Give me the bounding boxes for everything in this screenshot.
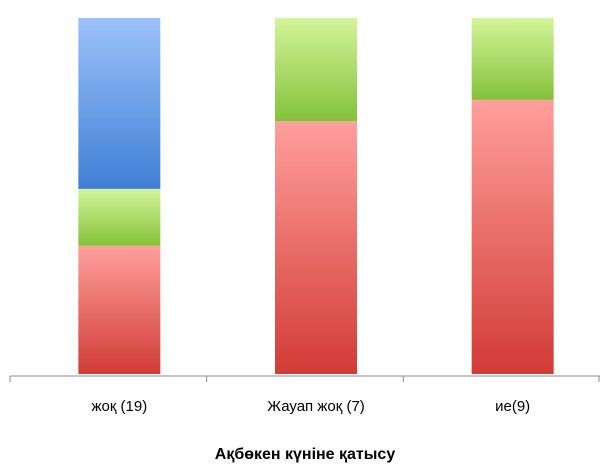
x-tick-label-3: ие(9): [495, 398, 530, 415]
x-axis: [9, 375, 600, 382]
bar-segment-3-2: [471, 18, 554, 100]
bar-segment-1-2: [78, 188, 161, 246]
bar-segment-3-1: [471, 99, 554, 374]
bar-segment-2-2: [275, 18, 357, 122]
x-tick-label-1: жоқ (19): [91, 398, 147, 415]
bar-segment-1-3: [78, 18, 161, 189]
bar-segment-1-1: [78, 245, 161, 374]
bar-segment-2-1: [275, 121, 357, 375]
x-axis-title: Ақбөкен күніне қатысу: [215, 446, 396, 463]
x-tick-label-2: Жауап жоқ (7): [267, 398, 365, 415]
bars-group: [78, 18, 554, 375]
x-tick-labels: жоқ (19) Жауап жоқ (7) ие(9): [91, 398, 530, 415]
